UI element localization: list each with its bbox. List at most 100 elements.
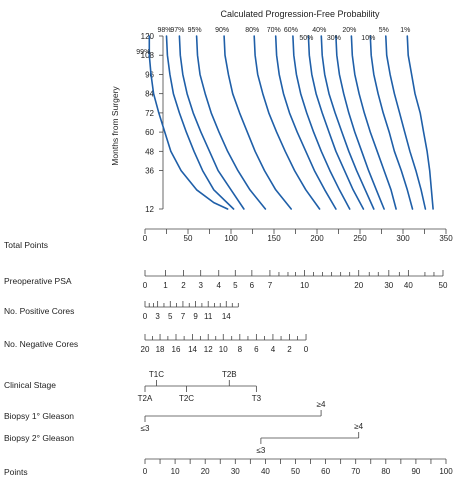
curve-10pct: [369, 35, 414, 210]
points-tick-label: 90: [411, 467, 420, 476]
curve-label-50pct: 50%: [299, 35, 313, 42]
curve-1pct: [406, 35, 434, 210]
points-tick-label: 10: [171, 467, 180, 476]
variable-tick-label: 5: [168, 312, 173, 321]
points-tick-label: 50: [291, 467, 300, 476]
variable-tick-label: ≤3: [141, 424, 150, 433]
variable-tick-label: 11: [204, 312, 213, 321]
variable-tick-label: 2: [287, 345, 292, 354]
curve-label-10pct: 10%: [361, 35, 375, 42]
variable-tick-label: 10: [219, 345, 228, 354]
months-axis-tick-label: 96: [145, 70, 154, 79]
months-axis-label: Months from Surgery: [110, 86, 120, 166]
variable-label-secondary-gleason: Biopsy 2° Gleason: [4, 433, 74, 443]
chart-title: Calculated Progression-Free Probability: [220, 9, 380, 19]
clinical-stage-axis: T2A T1C T2C T2B T3: [138, 370, 262, 403]
curve-label-99pct: 99%: [136, 49, 150, 56]
variable-tick-label: 6: [254, 345, 259, 354]
primary-gleason-axis: ≤3 ≥4: [141, 400, 326, 433]
secondary-gleason-axis: ≤3 ≥4: [256, 422, 363, 455]
variable-tick-label: 0: [143, 312, 148, 321]
months-axis-tick-label: 72: [145, 109, 154, 118]
variable-tick-label: ≥4: [354, 422, 363, 431]
points-axis: 0 10 20 30 40 50 60 70 80 90 100: [143, 458, 453, 476]
psa-axis: 0 1 2 3 4 5 6 7 10 20 30 40 50: [143, 270, 448, 290]
variable-tick-label: ≤3: [256, 446, 265, 455]
variable-tick-label: T2A: [138, 394, 153, 403]
variable-tick-label: 9: [193, 312, 198, 321]
curve-label-90pct: 90%: [215, 27, 229, 34]
variable-label-primary-gleason: Biopsy 1° Gleason: [4, 411, 74, 421]
variable-tick-label: 40: [404, 281, 413, 290]
points-label: Points: [4, 467, 28, 477]
variable-tick-label: 16: [172, 345, 181, 354]
variable-tick-label: 0: [304, 345, 309, 354]
points-tick-label: 70: [351, 467, 360, 476]
total-points-tick-label: 0: [143, 234, 148, 243]
points-tick-label: 100: [439, 467, 453, 476]
variable-tick-label: 0: [143, 281, 148, 290]
variable-tick-label: T3: [252, 394, 262, 403]
variable-tick-label: 6: [250, 281, 255, 290]
variable-tick-label: 14: [222, 312, 231, 321]
variable-tick-label: 4: [271, 345, 276, 354]
variable-tick-label: 8: [238, 345, 243, 354]
variable-tick-label: 10: [300, 281, 309, 290]
total-points-label: Total Points: [4, 240, 48, 250]
variable-tick-label: T1C: [149, 370, 164, 379]
total-points-tick-label: 50: [184, 234, 193, 243]
variable-tick-label: 3: [155, 312, 160, 321]
variable-label-clinical-stage: Clinical Stage: [4, 380, 56, 390]
curve-90pct: [223, 35, 292, 210]
curve-60pct: [292, 35, 351, 210]
total-points-axis: 0 50 100 150 200 250 300 350: [143, 228, 453, 243]
curve-label-40pct: 40%: [312, 27, 326, 34]
months-axis-tick-label: 12: [145, 205, 154, 214]
points-tick-label: 0: [143, 467, 148, 476]
curve-label-70pct: 70%: [267, 27, 281, 34]
curve-80pct: [253, 35, 321, 210]
variable-tick-label: 20: [141, 345, 150, 354]
variable-tick-label: 50: [439, 281, 448, 290]
curve-label-97pct: 97%: [170, 27, 184, 34]
curve-5pct: [385, 35, 427, 210]
curve-20pct: [350, 35, 397, 210]
curve-99pct: [148, 35, 229, 210]
variable-tick-label: T2B: [222, 370, 237, 379]
negative-cores-axis: 20 18 16 14 12 10 8 6 4 2 0: [141, 334, 309, 354]
variable-tick-label: 18: [156, 345, 165, 354]
positive-cores-axis: 0 3 5 7 9 11 14: [143, 301, 239, 321]
total-points-tick-label: 250: [353, 234, 367, 243]
curve-70pct: [274, 35, 337, 210]
total-points-tick-label: 150: [267, 234, 281, 243]
probability-curves: [148, 35, 434, 210]
points-tick-label: 60: [321, 467, 330, 476]
months-axis-tick-label: 48: [145, 147, 154, 156]
curve-50pct: [307, 35, 365, 210]
total-points-tick-label: 300: [396, 234, 410, 243]
curve-label-1pct: 1%: [400, 27, 410, 34]
variable-tick-label: 3: [198, 281, 203, 290]
curve-97pct: [178, 35, 245, 210]
variable-tick-label: 12: [204, 345, 213, 354]
total-points-tick-label: 200: [310, 234, 324, 243]
points-tick-label: 40: [261, 467, 270, 476]
curve-label-60pct: 60%: [284, 27, 298, 34]
curve-label-95pct: 95%: [188, 27, 202, 34]
total-points-tick-label: 350: [439, 234, 453, 243]
months-axis: 12 36 48 60 72 84 96 108 120: [141, 32, 164, 214]
variable-tick-label: 4: [217, 281, 222, 290]
variable-tick-label: 7: [268, 281, 273, 290]
variable-tick-label: ≥4: [317, 400, 326, 409]
points-tick-label: 80: [381, 467, 390, 476]
variable-tick-label: 20: [354, 281, 363, 290]
variable-tick-label: 30: [384, 281, 393, 290]
variable-label-positive-cores: No. Positive Cores: [4, 306, 74, 316]
curve-95pct: [195, 35, 267, 210]
curve-40pct: [320, 35, 375, 210]
points-tick-label: 20: [201, 467, 210, 476]
variable-tick-label: T2C: [179, 394, 194, 403]
points-tick-label: 30: [231, 467, 240, 476]
variable-label-psa: Preoperative PSA: [4, 276, 72, 286]
